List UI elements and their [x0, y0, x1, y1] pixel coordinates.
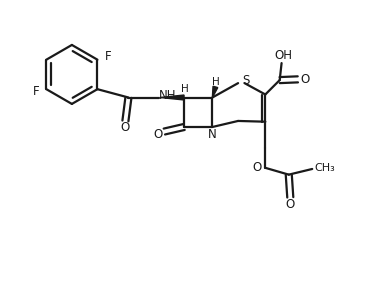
- Text: OH: OH: [275, 49, 293, 62]
- Text: S: S: [242, 74, 249, 87]
- Text: NH: NH: [159, 89, 176, 102]
- Text: N: N: [208, 128, 216, 141]
- Text: O: O: [153, 128, 162, 141]
- Text: O: O: [253, 161, 262, 174]
- Text: O: O: [300, 73, 309, 86]
- Polygon shape: [160, 95, 184, 100]
- Text: CH₃: CH₃: [314, 163, 335, 173]
- Text: O: O: [120, 121, 129, 134]
- Text: F: F: [32, 85, 39, 97]
- Text: F: F: [105, 50, 111, 63]
- Text: H: H: [181, 84, 189, 94]
- Text: O: O: [286, 198, 295, 211]
- Text: H: H: [212, 77, 220, 87]
- Polygon shape: [212, 86, 218, 97]
